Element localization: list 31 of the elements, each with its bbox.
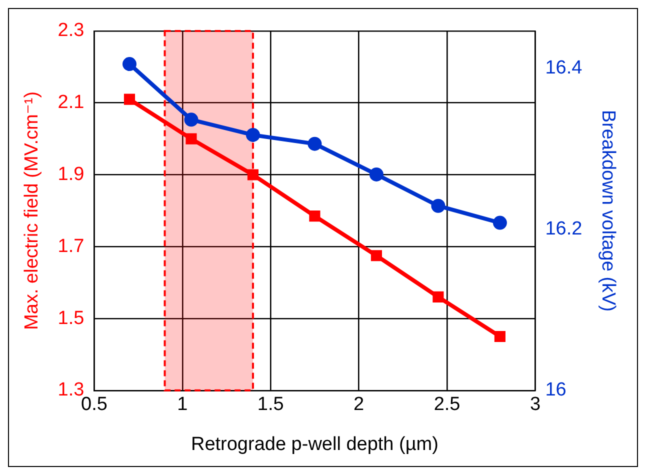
y2-axis-title: Breakdown voltage (kV) [597, 110, 618, 312]
point [122, 57, 136, 72]
point [370, 250, 382, 262]
point [494, 330, 506, 342]
point [184, 112, 198, 127]
y-tick-label: 1.9 [58, 164, 84, 185]
x-tick-label: 2.5 [434, 394, 460, 416]
y-axis-title: Max. electric field (MV.cm⁻¹) [22, 91, 43, 330]
y-tick-label: 2.1 [58, 92, 84, 114]
x-tick-label: 3 [530, 394, 541, 416]
y2-tick-label: 16.2 [545, 218, 582, 240]
point [246, 128, 260, 142]
point [431, 198, 446, 213]
point [492, 216, 507, 230]
point [309, 210, 320, 222]
y2-tick-label: 16.4 [545, 57, 583, 78]
point [369, 167, 384, 182]
point [308, 136, 322, 151]
point [432, 291, 444, 302]
y-tick-label: 1.5 [58, 308, 84, 329]
x-axis-title: Retrograde p-well depth (µm) [190, 434, 438, 455]
y-tick-label: 2.3 [58, 20, 84, 42]
point [247, 169, 259, 180]
y-tick-label: 1.7 [58, 236, 84, 257]
x-tick-label: 2 [354, 394, 364, 416]
point [124, 94, 136, 105]
point [186, 133, 197, 144]
x-tick-label: 1 [177, 394, 188, 416]
y2-tick-label: 16 [545, 380, 566, 401]
x-tick-label: 0.5 [81, 394, 108, 416]
x-tick-label: 1.5 [257, 394, 284, 416]
